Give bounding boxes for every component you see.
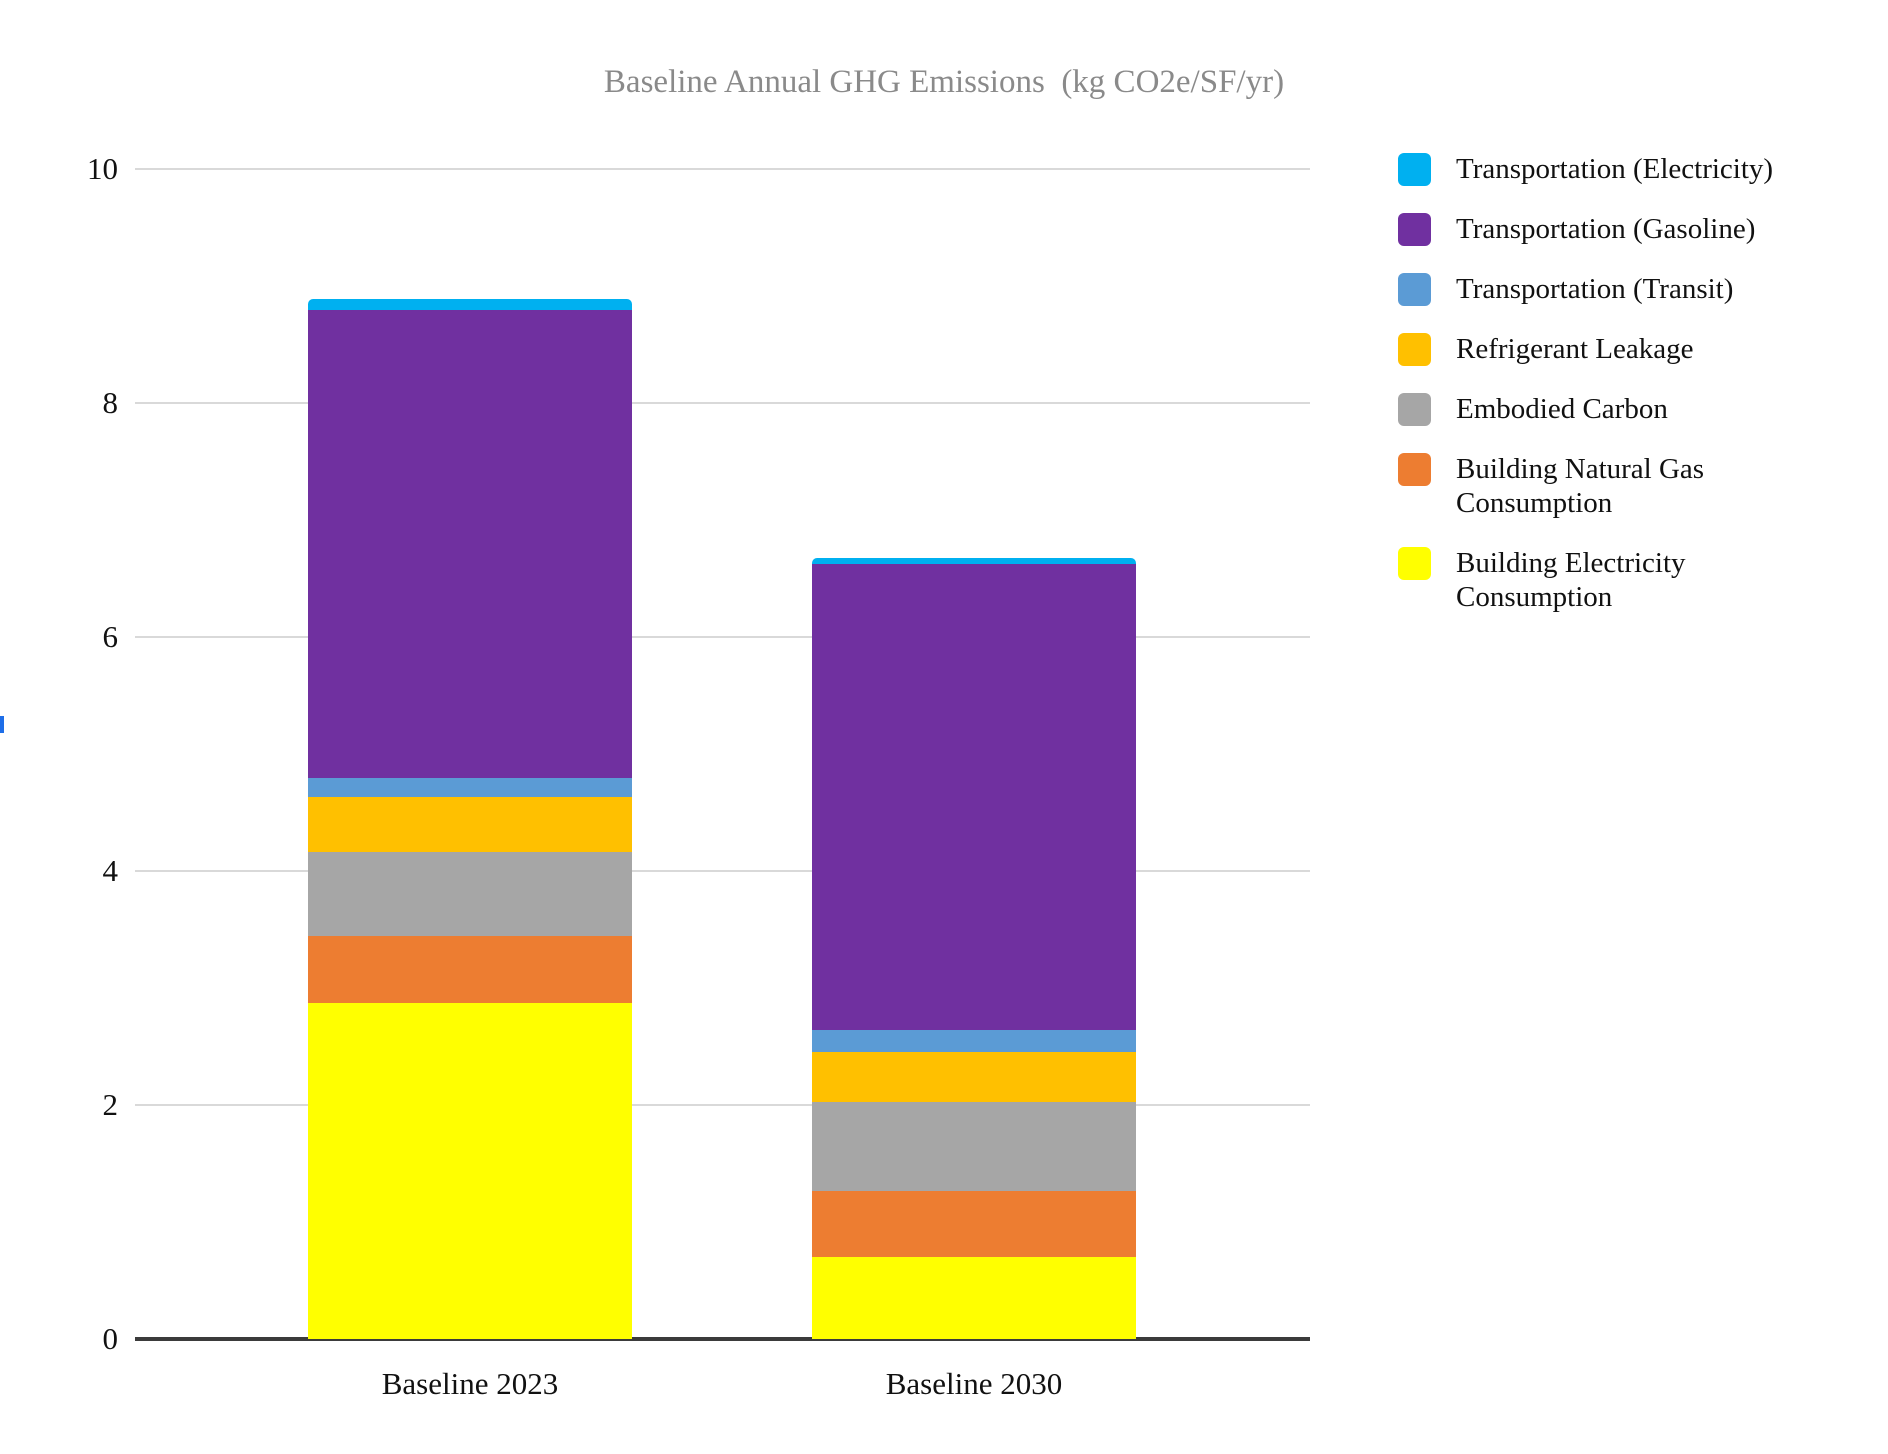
- legend-label-refrigerant-leakage: Refrigerant Leakage: [1456, 333, 1694, 365]
- legend-item-transportation-transit[interactable]: Transportation (Transit): [1398, 272, 1806, 306]
- legend-label-transportation-transit: Transportation (Transit): [1456, 273, 1734, 305]
- bar-segment-baseline-2023-refrigerant-leakage[interactable]: [308, 797, 632, 852]
- chart-legend: Transportation (Electricity) Transportati…: [1398, 152, 1806, 614]
- chart-title: Baseline Annual GHG Emissions (kg CO2e/S…: [603, 64, 1285, 100]
- y-tick-label-2: 2: [102, 1087, 119, 1122]
- gridline-y-6: [135, 636, 1310, 638]
- bar-segment-baseline-2023-building-electricity-consumption[interactable]: [308, 1003, 632, 1339]
- legend-color-swatch-building-natural-gas-consumption: [1398, 453, 1431, 486]
- bar-segment-baseline-2023-transportation-transit[interactable]: [308, 778, 632, 797]
- bar-segment-baseline-2030-building-electricity-consumption[interactable]: [812, 1257, 1136, 1339]
- bar-segment-baseline-2023-embodied-carbon[interactable]: [308, 852, 632, 936]
- legend-color-swatch-building-electricity-consumption: [1398, 547, 1431, 580]
- bar-segment-baseline-2030-transportation-transit[interactable]: [812, 1030, 1136, 1052]
- legend-item-embodied-carbon[interactable]: Embodied Carbon: [1398, 392, 1806, 426]
- plot-area: [135, 168, 1310, 1341]
- legend-label-transportation-gasoline: Transportation (Gasoline): [1456, 213, 1756, 245]
- legend-item-refrigerant-leakage[interactable]: Refrigerant Leakage: [1398, 332, 1806, 366]
- bar-segment-baseline-2023-building-natural-gas-consumption[interactable]: [308, 936, 632, 1003]
- legend-item-building-natural-gas-consumption[interactable]: Building Natural Gas Consumption: [1398, 452, 1806, 520]
- y-tick-label-6: 6: [102, 619, 119, 654]
- x-category-label-baseline-2023: Baseline 2023: [381, 1366, 559, 1401]
- gridline-y-8: [135, 402, 1310, 404]
- x-axis-line: [135, 1337, 1310, 1341]
- legend-item-building-electricity-consumption[interactable]: Building Electricity Consumption: [1398, 546, 1806, 614]
- x-category-label-baseline-2030: Baseline 2030: [885, 1366, 1063, 1401]
- bar-segment-baseline-2030-embodied-carbon[interactable]: [812, 1102, 1136, 1191]
- legend-color-swatch-transportation-electricity: [1398, 153, 1431, 186]
- legend-color-swatch-transportation-gasoline: [1398, 213, 1431, 246]
- y-tick-label-10: 10: [87, 151, 118, 186]
- bar-segment-baseline-2030-building-natural-gas-consumption[interactable]: [812, 1191, 1136, 1257]
- bar-segment-baseline-2030-transportation-gasoline[interactable]: [812, 564, 1136, 1030]
- legend-label-building-electricity-consumption: Building Electricity Consumption: [1456, 547, 1686, 613]
- gridline-y-4: [135, 870, 1310, 872]
- legend-color-swatch-transportation-transit: [1398, 273, 1431, 306]
- legend-item-transportation-gasoline[interactable]: Transportation (Gasoline): [1398, 212, 1806, 246]
- bar-segment-baseline-2030-refrigerant-leakage[interactable]: [812, 1052, 1136, 1102]
- legend-color-swatch-embodied-carbon: [1398, 393, 1431, 426]
- legend-label-building-natural-gas-consumption: Building Natural Gas Consumption: [1456, 453, 1705, 519]
- bar-baseline-2030: [812, 558, 1136, 1339]
- bar-baseline-2023: [308, 299, 632, 1339]
- legend-item-transportation-electricity[interactable]: Transportation (Electricity): [1398, 152, 1806, 186]
- bar-segment-baseline-2030-transportation-electricity[interactable]: [812, 558, 1136, 564]
- y-tick-label-4: 4: [102, 853, 119, 888]
- legend-label-embodied-carbon: Embodied Carbon: [1456, 393, 1668, 425]
- bar-segment-baseline-2023-transportation-gasoline[interactable]: [308, 310, 632, 778]
- y-tick-label-0: 0: [102, 1321, 119, 1356]
- legend-label-transportation-electricity: Transportation (Electricity): [1456, 153, 1774, 185]
- y-tick-label-8: 8: [102, 385, 119, 420]
- gridline-y-10: [135, 168, 1310, 170]
- bar-segment-baseline-2023-transportation-electricity[interactable]: [308, 299, 632, 310]
- legend-color-swatch-refrigerant-leakage: [1398, 333, 1431, 366]
- left-edge-cursor-artifact: [0, 716, 4, 733]
- gridline-y-2: [135, 1104, 1310, 1106]
